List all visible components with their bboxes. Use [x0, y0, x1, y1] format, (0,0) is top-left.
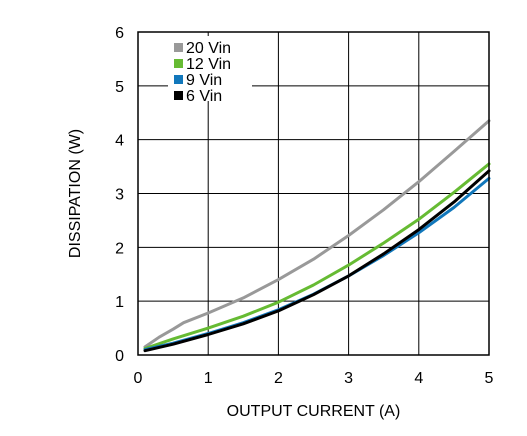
y-tick-label: 6 — [115, 25, 124, 42]
legend-swatch — [174, 59, 183, 68]
legend-label: 6 Vin — [186, 88, 222, 105]
x-tick-label: 5 — [485, 370, 494, 387]
series-line-0 — [143, 119, 491, 349]
y-tick-label: 4 — [115, 133, 124, 150]
legend-label: 9 Vin — [186, 72, 222, 89]
legend-swatch — [174, 75, 183, 84]
x-tick-label: 2 — [274, 370, 283, 387]
series-layer — [143, 119, 491, 353]
legend-swatch — [174, 43, 183, 52]
y-tick-label: 3 — [115, 187, 124, 204]
legend-label: 12 Vin — [186, 56, 231, 73]
y-axis-title: DISSIPATION (W) — [67, 129, 84, 258]
y-tick-label: 2 — [115, 240, 124, 257]
x-tick-label: 3 — [344, 370, 353, 387]
plot-frame — [137, 31, 490, 356]
x-tick-label: 1 — [204, 370, 213, 387]
x-tick-label: 4 — [414, 370, 423, 387]
series-line-1 — [143, 162, 491, 350]
x-axis-title: OUTPUT CURRENT (A) — [227, 403, 401, 420]
legend-label: 20 Vin — [186, 40, 231, 57]
y-tick-label: 5 — [115, 79, 124, 96]
tick-labels: 0 1 2 3 4 5 0 1 2 3 4 5 6 — [115, 25, 493, 387]
series-line-3 — [143, 169, 491, 353]
y-tick-label: 0 — [115, 348, 124, 365]
x-tick-label: 0 — [134, 370, 143, 387]
grid — [138, 32, 489, 355]
legend-swatch — [174, 91, 183, 100]
y-tick-label: 1 — [115, 294, 124, 311]
